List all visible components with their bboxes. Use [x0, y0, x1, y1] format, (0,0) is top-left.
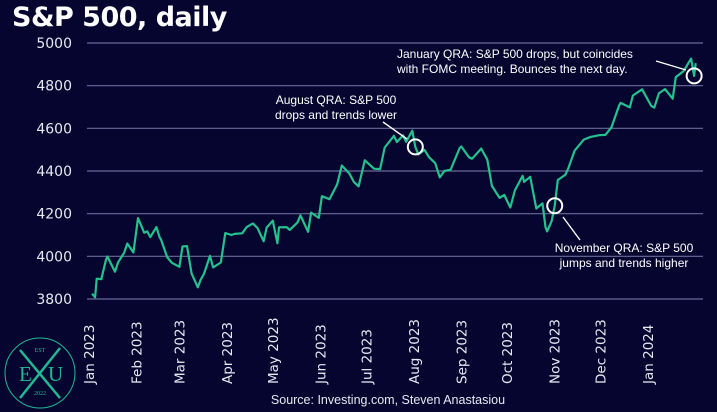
- x-tick-label: Sep 2023: [454, 320, 470, 384]
- chart-title: S&P 500, daily: [12, 2, 227, 33]
- x-tick-label: Feb 2023: [129, 321, 145, 384]
- y-tick-label: 4400: [36, 164, 72, 180]
- y-tick-label: 5000: [36, 36, 72, 52]
- series-line-sp500: [91, 57, 697, 299]
- annotation-august-line2: drops and trends lower: [275, 108, 397, 122]
- y-tick-label: 4000: [36, 249, 72, 265]
- annotation-circle: [546, 197, 564, 215]
- annotation-january-line1: January QRA: S&P 500 drops, but coincide…: [397, 47, 633, 61]
- annotation-november-line2: jumps and trends higher: [559, 256, 689, 270]
- y-tick-label: 4200: [36, 207, 72, 223]
- logo-letter-e: E: [19, 362, 32, 386]
- y-tick-label: 4800: [36, 79, 72, 95]
- x-tick-label: Jun 2023: [313, 324, 329, 385]
- x-tick-label: Aug 2023: [407, 319, 423, 384]
- x-tick-label: Jan 2023: [82, 325, 98, 385]
- annotation-circles: [406, 67, 703, 215]
- annotation-circle: [685, 67, 703, 85]
- x-tick-label: Oct 2023: [500, 322, 516, 384]
- x-tick-label: May 2023: [266, 317, 282, 384]
- annotation-pointer-january: [655, 60, 687, 71]
- source-note: Source: Investing.com, Steven Anastasiou: [271, 393, 505, 407]
- x-tick-label: Jan 2024: [641, 325, 657, 385]
- annotation-pointer-november: [562, 216, 581, 241]
- x-tick-label: Apr 2023: [220, 322, 236, 384]
- y-axis: 3800 4000 4200 4400 4600 4800 5000: [36, 36, 72, 308]
- logo-letter-u: U: [48, 362, 63, 386]
- x-tick-label: Mar 2023: [172, 320, 188, 384]
- annotation-january-line2: with FOMC meeting. Bounces the next day.: [396, 62, 628, 76]
- x-tick-label: Jul 2023: [359, 329, 375, 385]
- logo: E U EST 2022: [4, 337, 76, 409]
- annotations: August QRA: S&P 500 drops and trends low…: [275, 47, 694, 270]
- annotation-november-line1: November QRA: S&P 500: [555, 241, 694, 255]
- x-tick-label: Nov 2023: [548, 319, 564, 384]
- x-axis: Jan 2023 Feb 2023 Mar 2023 Apr 2023 May 2023…: [82, 317, 657, 385]
- x-tick-label: Dec 2023: [594, 319, 610, 384]
- y-tick-label: 4600: [36, 121, 72, 137]
- y-tick-label: 3800: [36, 292, 72, 308]
- annotation-pointer-august: [382, 121, 408, 140]
- annotation-august-line1: August QRA: S&P 500: [276, 93, 397, 107]
- annotation-circle: [406, 138, 424, 156]
- logo-year: 2022: [34, 391, 46, 397]
- logo-est: EST: [35, 348, 46, 354]
